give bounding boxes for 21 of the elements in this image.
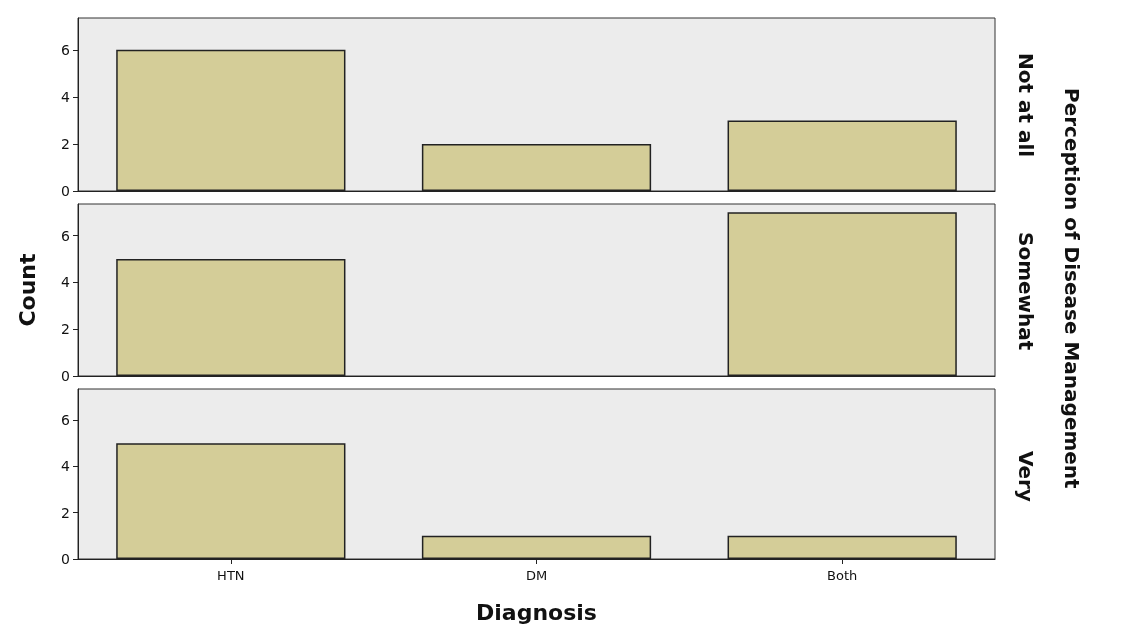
y-tick-label: 6 bbox=[61, 412, 71, 429]
y2-axis-title: Not at all bbox=[1014, 53, 1038, 158]
x-axis-title: Diagnosis bbox=[476, 599, 597, 625]
text: Perception of Disease Management bbox=[1060, 87, 1084, 489]
y-tick-label: 0 bbox=[61, 551, 70, 567]
y-tick-label: 4 bbox=[61, 274, 71, 291]
y-tick-label: 6 bbox=[61, 41, 71, 58]
y-tick-label: 4 bbox=[61, 88, 71, 105]
y-tick-label: 2 bbox=[61, 135, 70, 152]
y-tick-label: 2 bbox=[61, 321, 70, 338]
x-tick-label: DM bbox=[525, 568, 548, 583]
y-tick-label: 4 bbox=[61, 458, 71, 475]
y-tick-label: 0 bbox=[61, 368, 70, 384]
x-tick-label: HTN bbox=[217, 568, 245, 583]
y2-axis-title: Very bbox=[1014, 450, 1038, 502]
y-tick-label: 6 bbox=[61, 227, 71, 244]
y-tick-label: 2 bbox=[61, 504, 70, 521]
y-axis-title: Count bbox=[14, 252, 40, 327]
y2-axis-title: Somewhat bbox=[1014, 231, 1038, 351]
y-tick-label: 0 bbox=[61, 183, 70, 199]
x-tick-label: Both bbox=[827, 568, 858, 583]
